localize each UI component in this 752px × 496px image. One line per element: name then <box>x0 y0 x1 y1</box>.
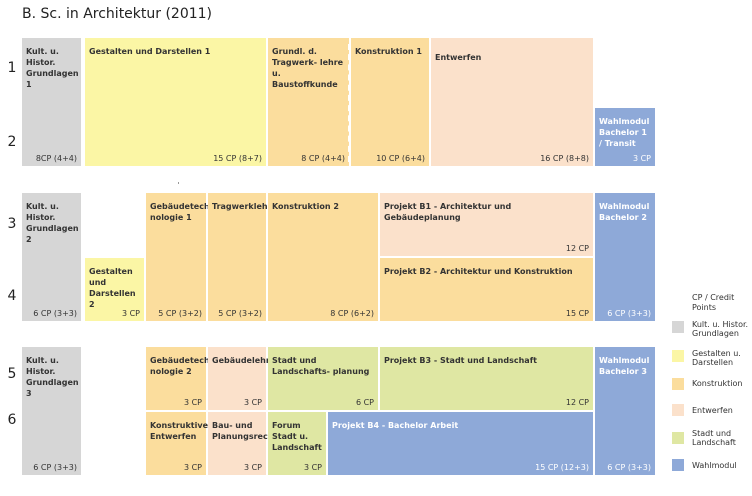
legend-swatch-gestalten <box>672 350 684 362</box>
module-label: Konstruktion 2 <box>272 202 339 211</box>
module-cp: 3 CP <box>121 309 140 318</box>
module-gebaeudelehre: Gebäudelehre 3 CP <box>208 347 276 410</box>
semester-4-label: 4 <box>7 288 17 304</box>
module-cp: 15 CP (12+3) <box>535 463 589 472</box>
dashed-divider <box>206 199 208 317</box>
module-konstruktion-1: Konstruktion 1 10 CP (6+4) <box>351 38 429 166</box>
module-label: Kult. u. Histor. Grundlagen 2 <box>26 202 79 244</box>
module-label: Projekt B3 - Stadt und Landschaft <box>384 356 537 365</box>
module-label: Konstruktives Entwerfen <box>150 421 213 441</box>
module-cp: 16 CP (8+8) <box>540 154 589 163</box>
module-cp: 3 CP <box>243 463 262 472</box>
module-label: Stadt und Landschafts- planung <box>272 356 370 376</box>
semester-6-label: 6 <box>7 412 17 428</box>
module-label: Konstruktion 1 <box>355 47 422 56</box>
legend-label-gestalten: Gestalten u. Darstellen <box>692 349 741 367</box>
module-label: Projekt B1 - Architektur und Gebäudeplan… <box>384 202 512 222</box>
module-label: Gebäudelehre <box>212 356 276 365</box>
module-konstruktion-2: Konstruktion 2 8 CP (6+2) <box>268 193 378 321</box>
module-label: Tragwerklehre <box>212 202 277 211</box>
legend-label-kult: Kult. u. Histor. Grundlagen <box>692 320 749 338</box>
module-label: Projekt B4 - Bachelor Arbeit <box>332 421 459 430</box>
module-cp: 12 CP <box>565 398 589 407</box>
module-projekt-b3: Projekt B3 - Stadt und Landschaft 12 CP <box>380 347 593 410</box>
module-cp: 12 CP <box>565 244 589 253</box>
module-cp: 6 CP (3+3) <box>607 309 651 318</box>
module-label: Kult. u. Histor. Grundlagen 3 <box>26 356 79 398</box>
module-cp: 15 CP <box>565 309 589 318</box>
module-kult-histor-3: Kult. u. Histor. Grundlagen 3 6 CP (3+3) <box>22 347 81 475</box>
module-label: Gebäudetech- nologie 2 <box>150 356 213 376</box>
module-gebaeudetechnologie-1: Gebäudetech- nologie 1 5 CP (3+2) <box>146 193 213 321</box>
module-cp: 8 CP (4+4) <box>301 154 345 163</box>
module-cp: 10 CP (6+4) <box>376 154 425 163</box>
page-title: B. Sc. in Architektur (2011) <box>22 6 213 22</box>
legend-swatch-konstruktion <box>672 378 684 390</box>
module-label: Forum Stadt u. Landschaft <box>272 421 322 452</box>
module-cp: 3 CP <box>183 463 202 472</box>
module-konstruktives-entwerfen: Konstruktives Entwerfen 3 CP <box>146 412 213 475</box>
module-cp: 3 CP <box>632 154 651 163</box>
module-wahlmodul-2: Wahlmodul Bachelor 2 6 CP (3+3) <box>595 193 655 321</box>
module-cp: 3 CP <box>243 398 262 407</box>
legend-label-wahlmodul: Wahlmodul <box>692 461 737 470</box>
module-cp: 6 CP <box>355 398 374 407</box>
module-label: Wahlmodul Bachelor 3 <box>599 356 650 376</box>
divider-mark <box>178 182 179 184</box>
semester-3-label: 3 <box>7 216 17 232</box>
legend-swatch-kult <box>672 321 684 333</box>
module-projekt-b2: Projekt B2 - Architektur und Konstruktio… <box>380 258 593 321</box>
module-gestalten-darstellen-1: Gestalten und Darstellen 1 15 CP (8+7) <box>85 38 266 166</box>
module-label: Bau- und Planungsrecht <box>212 421 278 441</box>
module-label: Grundl. d. Tragwerk- lehre u. Baustoffku… <box>272 47 344 89</box>
module-label: Projekt B2 - Architektur und Konstruktio… <box>384 267 573 276</box>
legend-swatch-stadt-landschaft <box>672 432 684 444</box>
module-label: Gestalten und Darstellen 2 <box>89 267 136 309</box>
module-kult-histor-1: Kult. u. Histor. Grundlagen 1 8CP (4+4) <box>22 38 81 166</box>
legend-label-konstruktion: Konstruktion <box>692 379 743 388</box>
dashed-divider <box>348 44 350 162</box>
module-cp: 8CP (4+4) <box>35 154 77 163</box>
module-entwerfen: Entwerfen 16 CP (8+8) <box>431 38 593 166</box>
module-label: Wahlmodul Bachelor 2 <box>599 202 650 222</box>
semester-1-label: 1 <box>7 60 17 76</box>
module-forum-stadt-landschaft: Forum Stadt u. Landschaft 3 CP <box>268 412 326 475</box>
legend-title: CP / Credit Points <box>692 293 735 312</box>
module-kult-histor-2: Kult. u. Histor. Grundlagen 2 6 CP (3+3) <box>22 193 81 321</box>
module-label: Gebäudetech- nologie 1 <box>150 202 213 222</box>
module-wahlmodul-1: Wahlmodul Bachelor 1 / Transit 3 CP <box>595 108 655 166</box>
legend-swatch-wahlmodul <box>672 459 684 471</box>
module-label: Kult. u. Histor. Grundlagen 1 <box>26 47 79 89</box>
module-stadt-landschaftsplanung: Stadt und Landschafts- planung 6 CP <box>268 347 378 410</box>
legend-swatch-entwerfen <box>672 404 684 416</box>
module-gestalten-darstellen-2: Gestalten und Darstellen 2 3 CP <box>85 258 144 321</box>
module-cp: 3 CP <box>303 463 322 472</box>
module-tragwerklehre: Tragwerklehre 5 CP (3+2) <box>208 193 277 321</box>
legend-label-stadt-landschaft: Stadt und Landschaft <box>692 429 736 447</box>
semester-2-label: 2 <box>7 134 17 150</box>
module-cp: 15 CP (8+7) <box>213 154 262 163</box>
module-gebaeudetechnologie-2: Gebäudetech- nologie 2 3 CP <box>146 347 213 410</box>
module-cp: 6 CP (3+3) <box>33 309 77 318</box>
module-cp: 3 CP <box>183 398 202 407</box>
module-cp: 6 CP (3+3) <box>607 463 651 472</box>
module-label: Entwerfen <box>435 53 482 62</box>
module-bau-planungsrecht: Bau- und Planungsrecht 3 CP <box>208 412 278 475</box>
module-cp: 8 CP (6+2) <box>330 309 374 318</box>
module-label: Gestalten und Darstellen 1 <box>89 47 211 56</box>
legend-label-entwerfen: Entwerfen <box>692 406 733 415</box>
module-projekt-b1: Projekt B1 - Architektur und Gebäudeplan… <box>380 193 593 256</box>
module-projekt-b4: Projekt B4 - Bachelor Arbeit 15 CP (12+3… <box>328 412 593 475</box>
module-cp: 6 CP (3+3) <box>33 463 77 472</box>
module-cp: 5 CP (3+2) <box>158 309 202 318</box>
module-wahlmodul-3: Wahlmodul Bachelor 3 6 CP (3+3) <box>595 347 655 475</box>
module-grundl-tragwerklehre: Grundl. d. Tragwerk- lehre u. Baustoffku… <box>268 38 349 166</box>
module-label: Wahlmodul Bachelor 1 / Transit <box>599 117 650 148</box>
semester-5-label: 5 <box>7 366 17 382</box>
module-cp: 5 CP (3+2) <box>218 309 262 318</box>
